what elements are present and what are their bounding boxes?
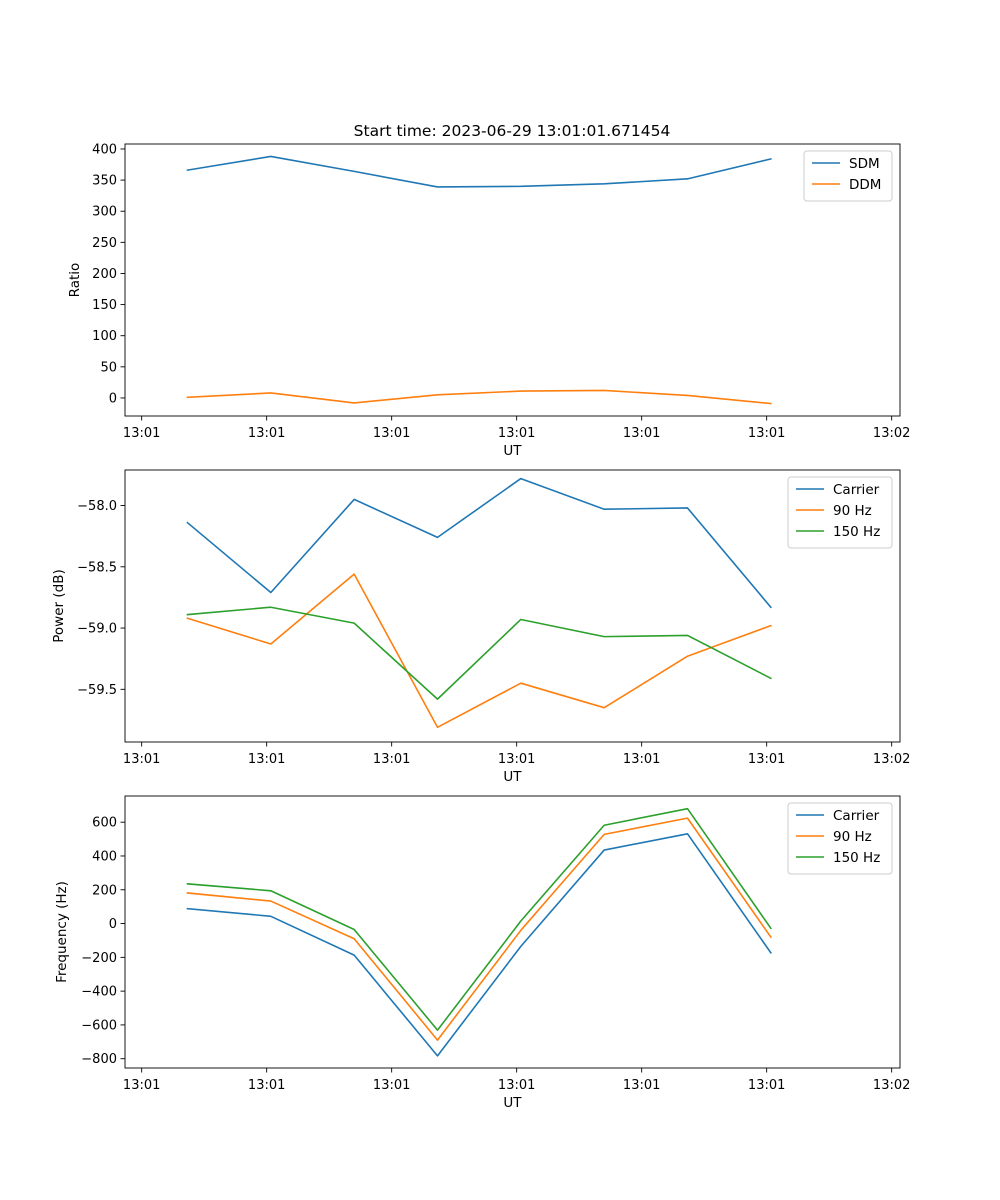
- y-tick-label: 600: [92, 816, 117, 831]
- legend-entry-label: Carrier: [833, 808, 880, 824]
- x-tick-label: 13:01: [373, 426, 410, 441]
- series-line-carrier: [186, 833, 772, 1057]
- x-tick-label: 13:01: [123, 1078, 160, 1093]
- legend-entry-label: 150 Hz: [833, 524, 880, 540]
- subplots: 13:01 13:01 13:01 13:01 13:01 13:01 13:02 0 50 10…: [51, 142, 910, 1111]
- y-tick-label: −400: [81, 985, 117, 1000]
- y-tick-label: 300: [92, 205, 117, 220]
- x-tick-label: 13:01: [748, 426, 785, 441]
- x-tick-label: 13:01: [748, 1078, 785, 1093]
- x-tick-label: 13:01: [123, 426, 160, 441]
- legend-entry-label: 90 Hz: [833, 829, 872, 845]
- y-tick-label: −58.5: [77, 560, 117, 575]
- axes-frame: [124, 469, 901, 743]
- y-tick-label: 400: [92, 849, 117, 864]
- legend-entry-label: DDM: [849, 177, 881, 193]
- legend: Carrier 90 Hz 150 Hz: [787, 476, 893, 549]
- y-tick-label: 150: [92, 298, 117, 313]
- x-tick-label: 13:01: [248, 426, 285, 441]
- x-axis-label: UT: [503, 443, 522, 459]
- y-axis-label: Ratio: [67, 263, 83, 298]
- figure-title: Start time: 2023-06-29 13:01:01.671454: [354, 122, 671, 140]
- x-axis-label: UT: [503, 1095, 522, 1111]
- legend-entry-label: Carrier: [833, 482, 880, 498]
- x-tick-label: 13:02: [873, 752, 910, 767]
- series-line-carrier: [186, 477, 772, 609]
- x-tick-label: 13:01: [748, 752, 785, 767]
- y-tick-label: 100: [92, 329, 117, 344]
- subplot-3: 13:01 13:01 13:01 13:01 13:01 13:01 13:02 −800 −…: [54, 795, 910, 1111]
- axes-frame: [124, 795, 901, 1069]
- x-tick-label: 13:01: [623, 1078, 660, 1093]
- series-line-90-hz: [186, 817, 772, 1041]
- legend-entry-label: 90 Hz: [833, 503, 872, 519]
- y-axis-label: Frequency (Hz): [54, 881, 70, 983]
- x-tick-label: 13:02: [873, 426, 910, 441]
- y-tick-label: −600: [81, 1018, 117, 1033]
- x-tick-label: 13:01: [373, 1078, 410, 1093]
- x-tick-label: 13:01: [498, 752, 535, 767]
- series-line-150-hz: [186, 606, 772, 700]
- x-axis-label: UT: [503, 769, 522, 785]
- y-tick-label: 350: [92, 174, 117, 189]
- x-tick-label: 13:01: [373, 752, 410, 767]
- legend: Carrier 90 Hz 150 Hz: [787, 802, 893, 875]
- axes-frame: [124, 143, 901, 417]
- x-tick-label: 13:01: [123, 752, 160, 767]
- series-line-150-hz: [186, 807, 772, 1031]
- x-tick-label: 13:01: [248, 752, 285, 767]
- series-line-ddm: [186, 389, 772, 405]
- y-axis-label: Power (dB): [51, 569, 67, 642]
- y-tick-label: −800: [81, 1052, 117, 1067]
- legend: SDM DDM: [803, 150, 893, 202]
- y-tick-label: 50: [100, 360, 117, 375]
- subplot-1: 13:01 13:01 13:01 13:01 13:01 13:01 13:02 0 50 10…: [67, 142, 910, 459]
- x-tick-label: 13:02: [873, 1078, 910, 1093]
- y-tick-label: −58.0: [77, 499, 117, 514]
- x-tick-label: 13:01: [248, 1078, 285, 1093]
- y-tick-label: 200: [92, 267, 117, 282]
- x-tick-label: 13:01: [623, 752, 660, 767]
- legend-entry-label: SDM: [849, 156, 880, 172]
- legend-entry-label: 150 Hz: [833, 850, 880, 866]
- series-line-sdm: [186, 155, 772, 188]
- x-tick-label: 13:01: [498, 426, 535, 441]
- series-line-90-hz: [186, 573, 772, 729]
- y-tick-label: 0: [109, 917, 117, 932]
- subplot-2: 13:01 13:01 13:01 13:01 13:01 13:01 13:02 −59.5…: [51, 469, 910, 785]
- y-tick-label: 0: [109, 391, 117, 406]
- y-tick-label: −59.5: [77, 683, 117, 698]
- y-tick-label: 250: [92, 236, 117, 251]
- y-tick-label: −59.0: [77, 622, 117, 637]
- x-tick-label: 13:01: [498, 1078, 535, 1093]
- y-tick-label: −200: [81, 951, 117, 966]
- y-tick-label: 200: [92, 883, 117, 898]
- y-tick-label: 400: [92, 142, 117, 157]
- x-tick-label: 13:01: [623, 426, 660, 441]
